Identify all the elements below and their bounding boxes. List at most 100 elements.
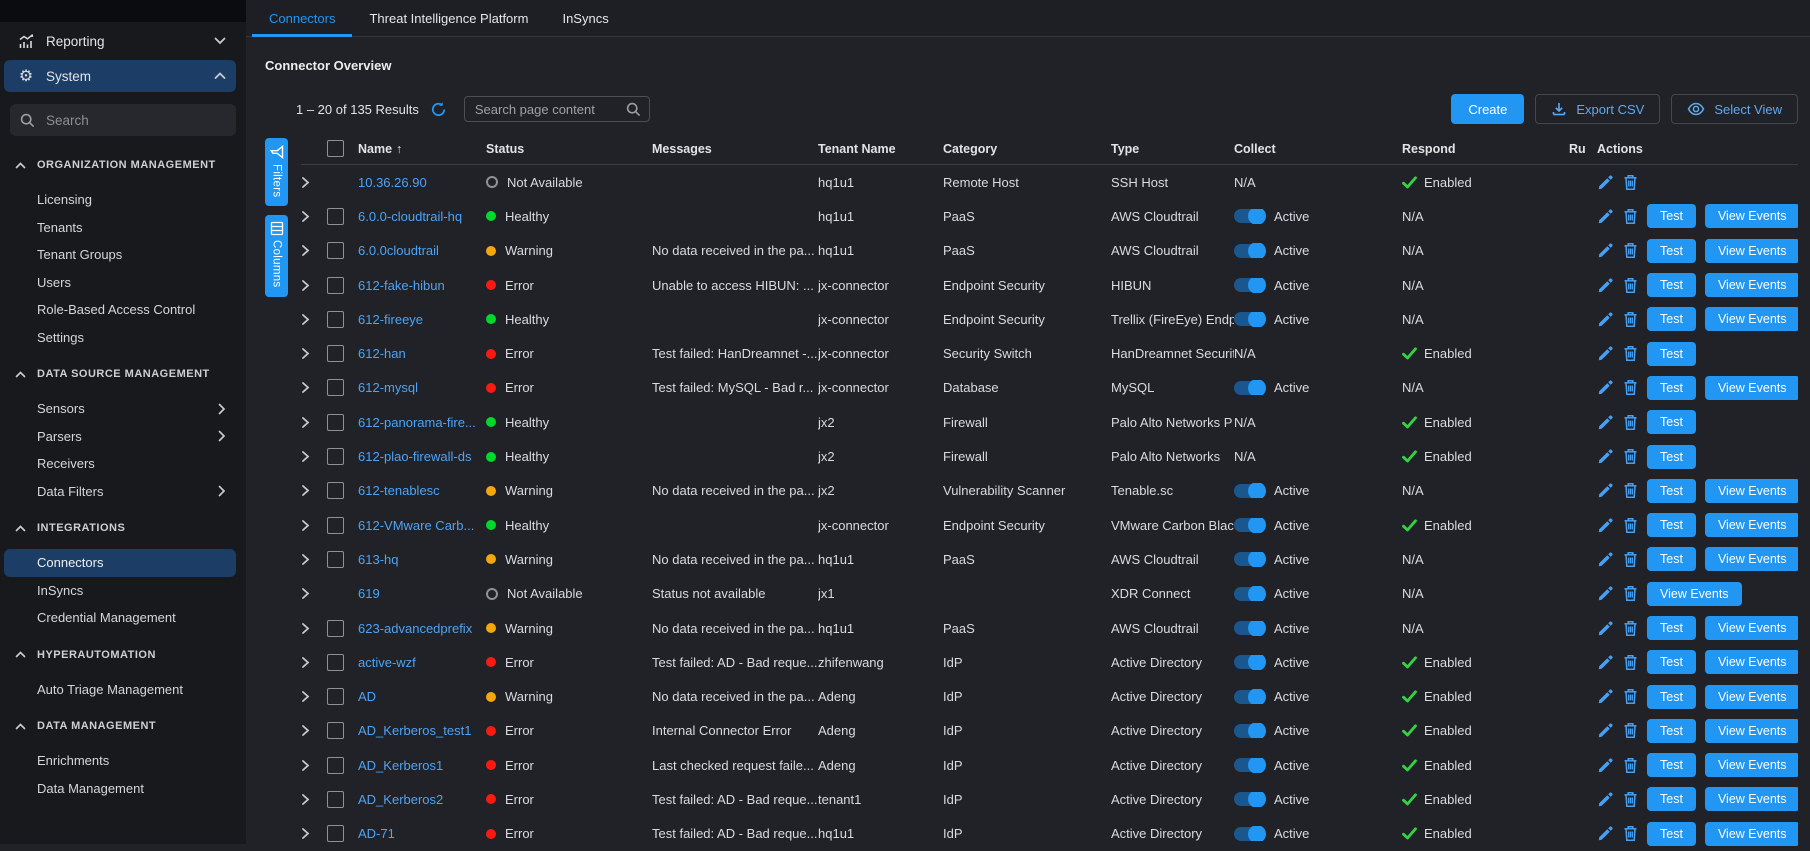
sidebar-item-insyncs[interactable]: InSyncs <box>37 582 84 598</box>
edit-button[interactable] <box>1597 585 1614 602</box>
row-checkbox[interactable] <box>327 482 344 500</box>
expand-row-icon[interactable] <box>301 519 310 532</box>
expand-row-icon[interactable] <box>301 176 310 189</box>
row-checkbox[interactable] <box>327 448 344 466</box>
row-checkbox[interactable] <box>327 790 344 808</box>
collect-toggle[interactable] <box>1234 689 1266 705</box>
expand-row-icon[interactable] <box>301 484 310 497</box>
row-checkbox[interactable] <box>327 756 344 774</box>
delete-button[interactable] <box>1623 722 1638 739</box>
expand-row-icon[interactable] <box>301 587 310 600</box>
test-button[interactable]: Test <box>1647 753 1696 778</box>
sidebar-item-system[interactable]: ⚙ System <box>4 60 236 92</box>
sidebar-item-settings[interactable]: Settings <box>37 329 84 345</box>
collect-toggle[interactable] <box>1234 277 1266 293</box>
expand-row-icon[interactable] <box>301 416 310 429</box>
edit-button[interactable] <box>1597 414 1614 431</box>
sidebar-item-auto-triage-management[interactable]: Auto Triage Management <box>37 681 183 697</box>
row-checkbox[interactable] <box>327 516 344 534</box>
edit-button[interactable] <box>1597 722 1614 739</box>
connector-name-link[interactable]: 612-tenablesc <box>358 483 440 499</box>
row-checkbox[interactable] <box>327 413 344 431</box>
delete-button[interactable] <box>1623 825 1638 842</box>
tab-threat-intelligence-platform[interactable]: Threat Intelligence Platform <box>369 10 529 26</box>
expand-row-icon[interactable] <box>301 656 310 669</box>
delete-button[interactable] <box>1623 448 1638 465</box>
test-button[interactable]: Test <box>1647 341 1696 366</box>
expand-row-icon[interactable] <box>301 279 310 292</box>
view-events-button[interactable]: View Events <box>1704 273 1798 298</box>
test-button[interactable]: Test <box>1647 478 1696 503</box>
column-header-name[interactable]: Name ↑ <box>358 141 403 156</box>
delete-button[interactable] <box>1623 277 1638 294</box>
sidebar-item-data-filters[interactable]: Data Filters <box>4 478 236 506</box>
row-checkbox[interactable] <box>327 242 344 260</box>
view-events-button[interactable]: View Events <box>1704 307 1798 332</box>
sidebar-item-data-management[interactable]: Data Management <box>37 780 144 796</box>
connector-name-link[interactable]: 612-mysql <box>358 380 418 396</box>
delete-button[interactable] <box>1623 242 1638 259</box>
edit-button[interactable] <box>1597 551 1614 568</box>
column-header-status[interactable]: Status <box>486 141 525 156</box>
connector-name-link[interactable]: active-wzf <box>358 654 416 670</box>
test-button[interactable]: Test <box>1647 444 1696 469</box>
connector-name-link[interactable]: 619 <box>358 586 380 602</box>
edit-button[interactable] <box>1597 242 1614 259</box>
connector-name-link[interactable]: 612-fake-hibun <box>358 277 445 293</box>
sidebar-item-licensing[interactable]: Licensing <box>37 192 92 208</box>
column-header-messages[interactable]: Messages <box>652 141 712 156</box>
column-header-category[interactable]: Category <box>943 141 998 156</box>
connector-name-link[interactable]: AD_Kerberos_test1 <box>358 723 472 739</box>
collect-toggle[interactable] <box>1234 757 1266 773</box>
edit-button[interactable] <box>1597 825 1614 842</box>
connector-name-link[interactable]: 612-panorama-fire... <box>358 414 476 430</box>
test-button[interactable]: Test <box>1647 238 1696 263</box>
test-button[interactable]: Test <box>1647 547 1696 572</box>
sidebar-item-enrichments[interactable]: Enrichments <box>37 753 110 769</box>
sidebar-search-input[interactable] <box>44 111 226 129</box>
view-events-button[interactable]: View Events <box>1704 204 1798 229</box>
edit-button[interactable] <box>1597 482 1614 499</box>
edit-button[interactable] <box>1597 379 1614 396</box>
expand-row-icon[interactable] <box>301 724 310 737</box>
row-checkbox[interactable] <box>327 207 344 225</box>
collect-toggle[interactable] <box>1234 826 1266 842</box>
delete-button[interactable] <box>1623 311 1638 328</box>
column-header-ru[interactable]: Ru <box>1569 141 1586 156</box>
row-checkbox[interactable] <box>327 619 344 637</box>
test-button[interactable]: Test <box>1647 410 1696 435</box>
filters-button[interactable]: Filters <box>265 138 288 207</box>
sidebar-item-reporting[interactable]: Reporting <box>4 25 236 57</box>
test-button[interactable]: Test <box>1647 616 1696 640</box>
column-header-actions[interactable]: Actions <box>1597 141 1643 156</box>
sidebar-item-connectors[interactable]: Connectors <box>4 549 236 577</box>
delete-button[interactable] <box>1623 551 1638 568</box>
delete-button[interactable] <box>1623 791 1638 808</box>
edit-button[interactable] <box>1597 174 1614 191</box>
test-button[interactable]: Test <box>1647 821 1696 846</box>
section-header-data-source-management[interactable]: DATA SOURCE MANAGEMENT <box>0 353 246 388</box>
view-events-button[interactable]: View Events <box>1704 375 1798 400</box>
test-button[interactable]: Test <box>1647 787 1696 812</box>
expand-row-icon[interactable] <box>301 793 310 806</box>
tab-insyncs[interactable]: InSyncs <box>562 10 609 26</box>
delete-button[interactable] <box>1623 414 1638 431</box>
tab-connectors[interactable]: Connectors <box>252 0 353 37</box>
connector-name-link[interactable]: 612-VMware Carb... <box>358 517 475 533</box>
delete-button[interactable] <box>1623 174 1638 191</box>
section-header-hyperautomation[interactable]: HYPERAUTOMATION <box>0 634 246 669</box>
view-events-button[interactable]: View Events <box>1704 616 1798 640</box>
edit-button[interactable] <box>1597 688 1614 705</box>
column-header-tenant-name[interactable]: Tenant Name <box>818 141 896 156</box>
expand-row-icon[interactable] <box>301 210 310 223</box>
test-button[interactable]: Test <box>1647 718 1696 743</box>
delete-button[interactable] <box>1623 208 1638 225</box>
sidebar-item-sensors[interactable]: Sensors <box>4 395 236 423</box>
edit-button[interactable] <box>1597 208 1614 225</box>
view-events-button[interactable]: View Events <box>1704 547 1798 572</box>
expand-row-icon[interactable] <box>301 381 310 394</box>
connector-name-link[interactable]: 6.0.0-cloudtrail-hq <box>358 208 463 224</box>
test-button[interactable]: Test <box>1647 273 1696 298</box>
select-view-button[interactable]: Select View <box>1671 94 1798 124</box>
expand-row-icon[interactable] <box>301 450 310 463</box>
